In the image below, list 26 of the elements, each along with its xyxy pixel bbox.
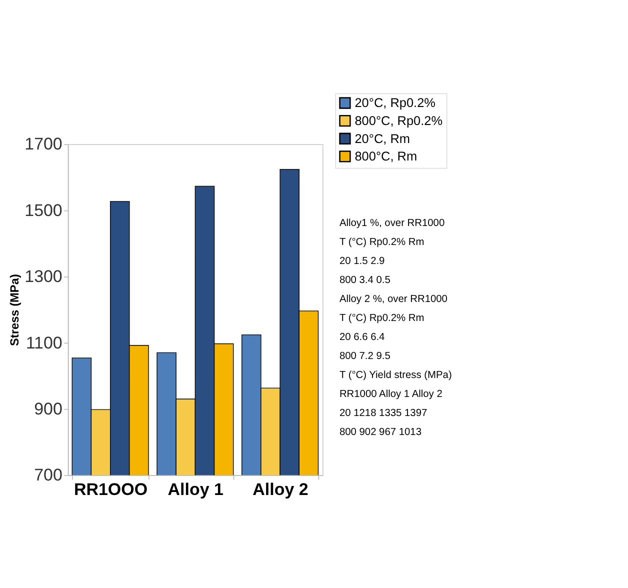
text: 20 6.6 6.4 xyxy=(339,332,386,343)
text: RR1000 Alloy 1 Alloy 2 xyxy=(339,388,443,400)
legend-label: 800°C, Rm xyxy=(354,148,418,164)
text: T (°C) Rp0.2% Rm xyxy=(339,312,424,324)
text: Alloy1 %, over RR1000 xyxy=(339,218,445,229)
y-tick-label: 1300 xyxy=(24,267,62,286)
x-tick-label: RR1OOO xyxy=(74,480,148,500)
y-tick-label: 900 xyxy=(34,399,62,418)
y-tick-label: 700 xyxy=(34,466,62,485)
x-tick-label: Alloy 1 xyxy=(168,480,224,500)
text: 800 7.2 9.5 xyxy=(339,350,391,362)
text: 800 902 967 1013 xyxy=(339,426,422,438)
legend-label: 800°C, Rp0.2% xyxy=(354,113,443,128)
text: 20 1.5 2.9 xyxy=(339,256,386,267)
text: 20 1218 1335 1397 xyxy=(339,408,428,419)
y-axis-title: Stress (MPa) xyxy=(8,274,22,346)
y-tick-label: 1700 xyxy=(24,134,62,154)
y-tick-label: 1500 xyxy=(24,200,62,220)
text: 800 3.4 0.5 xyxy=(339,274,391,286)
legend-label: 20°C, Rp0.2% xyxy=(354,95,436,110)
text: T (°C) Rp0.2% Rm xyxy=(339,236,424,248)
y-tick-label: 1100 xyxy=(26,333,62,352)
x-tick-label: Alloy 2 xyxy=(252,480,308,500)
text: Alloy 2 %, over RR1000 xyxy=(339,294,448,305)
legend-label: 20°C, Rm xyxy=(354,130,410,146)
text: T (°C) Yield stress (MPa) xyxy=(339,370,452,381)
